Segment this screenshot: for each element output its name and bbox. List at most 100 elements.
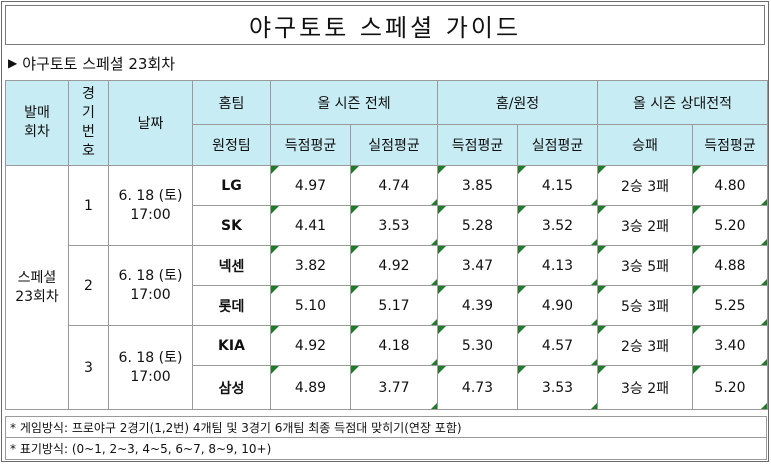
team-name-cell: LG (192, 165, 271, 206)
subtitle: ▶ 야구토토 스페셜 23회차 (8, 52, 175, 74)
corner-marker-icon (431, 403, 437, 409)
value-cell-ha-scored: 5.30 (437, 325, 518, 366)
game-no-cell: 3 (68, 325, 109, 410)
table-row: 스페셜 23회차 1 6. 18 (토) 17:00 LG 4.97 4.74 3.85 4.… (5, 165, 769, 410)
note-notation: * 표기방식: (0~1, 2~3, 4~5, 6~7, 8~9, 10+) (5, 438, 767, 460)
corner-marker-icon (761, 403, 767, 409)
table-row: 롯데 5.10 5.17 4.39 4.90 5승 3패 5.25 (6, 285, 769, 326)
date-cell: 6. 18 (토) 17:00 (108, 325, 193, 410)
value-cell-ha-allowed: 4.57 (516, 325, 599, 366)
value-cell-season-allowed: 4.18 (350, 325, 438, 366)
corner-marker-icon (591, 199, 597, 205)
value-cell-ha-allowed: 4.15 (516, 165, 599, 206)
corner-marker-icon (351, 206, 359, 214)
game-no-cell: 2 (68, 245, 109, 326)
corner-marker-icon (518, 286, 526, 294)
value-cell-season-scored: 4.97 (270, 165, 351, 206)
corner-marker-icon (438, 326, 446, 334)
corner-marker-icon (518, 366, 526, 374)
subtitle-text: 야구토토 스페셜 23회차 (22, 54, 176, 73)
corner-marker-icon (431, 199, 437, 205)
title-box: 야구토토 스페셜 가이드 (5, 5, 765, 45)
value-cell-record: 2승 3패 (597, 165, 694, 206)
header-row-2: 원정팀 득점평균 실점평균 득점평균 실점평균 승패 득점평균 (6, 124, 769, 166)
table-row: 2 6. 18 (토) 17:00 넥센 3.82 4.92 3.47 4.13 3승 5패 4… (6, 245, 769, 326)
round-cell: 스페셜 23회차 (5, 165, 69, 410)
corner-marker-icon (598, 286, 607, 294)
corner-marker-icon (271, 166, 279, 174)
corner-marker-icon (598, 326, 607, 334)
header-win-loss: 승패 (597, 124, 694, 166)
corner-marker-icon (761, 279, 767, 285)
value-cell-h2h-scored: 5.25 (692, 285, 769, 326)
corner-marker-icon (438, 286, 446, 294)
value-cell-season-allowed: 3.53 (350, 205, 438, 246)
value-cell-season-allowed: 5.17 (350, 285, 438, 326)
value-cell-h2h-scored: 5.20 (692, 205, 769, 246)
team-name-cell: SK (192, 205, 271, 246)
value-cell-ha-scored: 4.73 (437, 365, 518, 410)
value-cell-season-scored: 4.41 (270, 205, 351, 246)
value-cell-season-scored: 5.10 (270, 285, 351, 326)
corner-marker-icon (598, 166, 607, 174)
team-name-cell: 삼성 (192, 365, 271, 410)
corner-marker-icon (693, 206, 702, 214)
corner-marker-icon (518, 246, 526, 254)
corner-marker-icon (351, 286, 359, 294)
header-row-1: 발매 회차 경 기 번 호 날짜 홈팀 올 시즌 전체 홈/원정 올 시즌 상대… (5, 80, 769, 166)
corner-marker-icon (431, 319, 437, 325)
team-name-cell: 롯데 (192, 285, 271, 326)
value-cell-record: 5승 3패 (597, 285, 694, 326)
corner-marker-icon (271, 206, 279, 214)
header-ha-allowed: 실점평균 (516, 124, 599, 166)
corner-marker-icon (431, 279, 437, 285)
corner-marker-icon (761, 239, 767, 245)
header-home-team: 홈팀 (192, 80, 271, 125)
corner-marker-icon (693, 166, 702, 174)
date-cell: 6. 18 (토) 17:00 (108, 165, 193, 246)
corner-marker-icon (518, 166, 526, 174)
team-name-cell: 넥센 (192, 245, 271, 286)
corner-marker-icon (351, 166, 359, 174)
corner-marker-icon (271, 286, 279, 294)
corner-marker-icon (351, 366, 359, 374)
value-cell-ha-scored: 4.39 (437, 285, 518, 326)
value-cell-season-allowed: 4.92 (350, 245, 438, 286)
corner-marker-icon (591, 319, 597, 325)
value-cell-season-scored: 4.89 (270, 365, 351, 410)
corner-marker-icon (598, 206, 607, 214)
corner-marker-icon (431, 239, 437, 245)
corner-marker-icon (518, 326, 526, 334)
value-cell-ha-allowed: 3.53 (516, 365, 599, 410)
corner-marker-icon (431, 359, 437, 365)
value-cell-ha-allowed: 4.90 (516, 285, 599, 326)
team-name-cell: KIA (192, 325, 271, 366)
value-cell-ha-scored: 5.28 (437, 205, 518, 246)
header-season-total: 올 시즌 전체 (270, 80, 438, 125)
corner-marker-icon (598, 246, 607, 254)
header-home-away: 홈/원정 (436, 80, 599, 125)
corner-marker-icon (438, 206, 446, 214)
value-cell-record: 3승 2패 (597, 205, 694, 246)
header-season-allowed: 실점평균 (350, 124, 438, 166)
value-cell-season-scored: 4.92 (270, 325, 351, 366)
corner-marker-icon (693, 286, 702, 294)
corner-marker-icon (271, 366, 279, 374)
date-cell: 6. 18 (토) 17:00 (108, 245, 193, 326)
corner-marker-icon (351, 246, 359, 254)
value-cell-season-allowed: 3.77 (350, 365, 438, 410)
header-h2h-scored: 득점평균 (692, 124, 769, 166)
header-h2h: 올 시즌 상대전적 (597, 80, 769, 125)
corner-marker-icon (761, 199, 767, 205)
value-cell-record: 3승 2패 (597, 365, 694, 410)
corner-marker-icon (271, 326, 279, 334)
triangle-bullet-icon: ▶ (8, 56, 18, 70)
note-game-method: * 게임방식: 프로야구 2경기(1,2번) 4개팀 및 3경기 6개팀 최종 … (5, 416, 767, 438)
notes: * 게임방식: 프로야구 2경기(1,2번) 4개팀 및 3경기 6개팀 최종 … (5, 416, 767, 460)
guide-table: 발매 회차 경 기 번 호 날짜 홈팀 올 시즌 전체 홈/원정 올 시즌 상대… (5, 80, 769, 410)
corner-marker-icon (591, 403, 597, 409)
value-cell-ha-scored: 3.47 (437, 245, 518, 286)
corner-marker-icon (591, 279, 597, 285)
value-cell-h2h-scored: 4.88 (692, 245, 769, 286)
